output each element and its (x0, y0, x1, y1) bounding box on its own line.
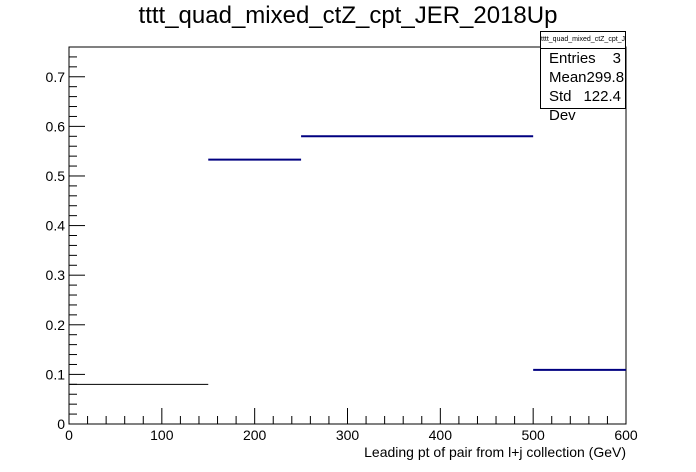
y-tick-label: 0.2 (46, 317, 66, 333)
y-tick-label: 0.7 (46, 69, 66, 85)
y-tick-label: 0.5 (46, 168, 66, 184)
y-tick-label: 0.4 (46, 218, 66, 234)
stats-title: tttt_quad_mixed_ctZ_cpt_JER_2018Up (541, 32, 625, 49)
x-tick-label: 300 (336, 427, 360, 443)
stats-entries-value: 3 (612, 50, 621, 67)
axes: 0 0.1 0.2 0.3 0.4 0.5 0.6 0.7 0 100 200 300 400 500 60… (46, 46, 638, 443)
stats-row-stddev: Std Dev 122.4 (541, 87, 625, 124)
stats-row-mean: Mean 299.8 (541, 68, 625, 87)
x-tick-label: 500 (521, 427, 545, 443)
y-tick-label: 0 (57, 416, 65, 432)
x-tick-label: 600 (614, 427, 638, 443)
chart-title: tttt_quad_mixed_ctZ_cpt_JER_2018Up (138, 2, 558, 29)
stats-mean-value: 299.8 (586, 69, 625, 86)
stats-entries-label: Entries (549, 50, 596, 67)
y-tick-label: 0.3 (46, 267, 66, 283)
stats-mean-label: Mean (549, 69, 587, 86)
x-tick-label: 100 (150, 427, 174, 443)
stats-row-entries: Entries 3 (541, 49, 625, 68)
stats-stddev-value: 122.4 (583, 88, 621, 105)
y-tick-label: 0.1 (46, 366, 66, 382)
x-tick-label: 400 (429, 427, 453, 443)
stats-stddev-label: Std Dev (549, 88, 576, 124)
x-tick-label: 0 (65, 427, 73, 443)
stats-box: tttt_quad_mixed_ctZ_cpt_JER_2018Up Entri… (540, 31, 626, 124)
y-tick-label: 0.6 (46, 118, 66, 134)
x-axis-label: Leading pt of pair from l+j collection (… (364, 444, 626, 460)
histogram-bins (69, 135, 626, 385)
x-tick-label: 200 (243, 427, 267, 443)
